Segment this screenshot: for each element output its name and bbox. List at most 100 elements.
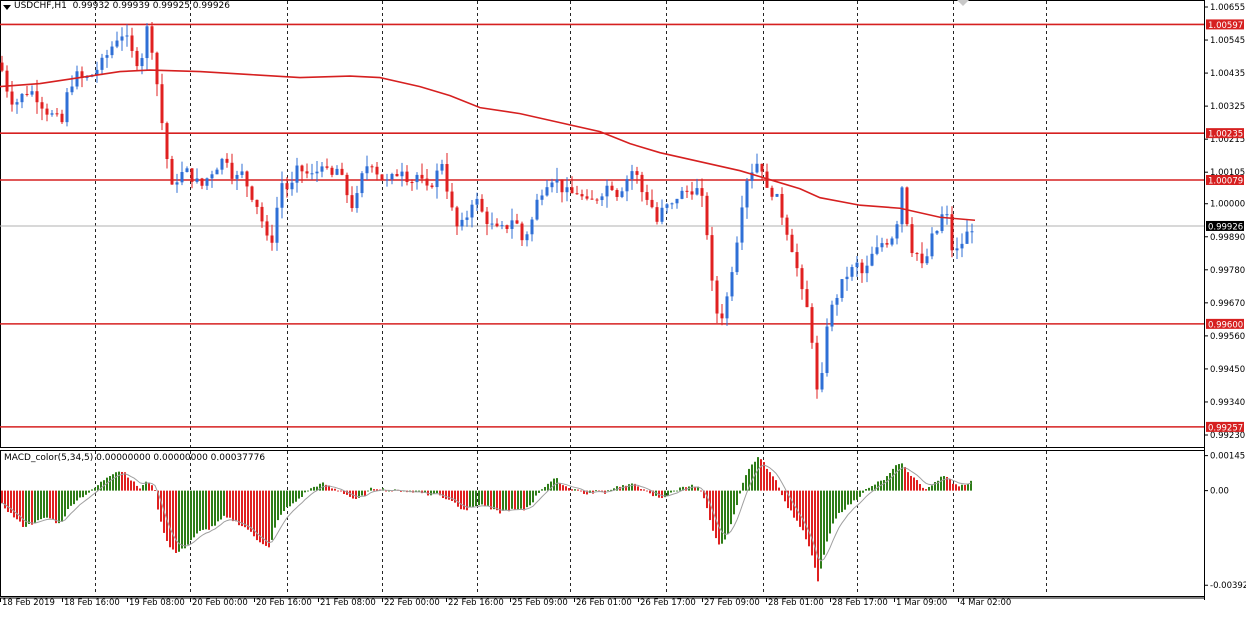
macd-bar-up — [970, 480, 972, 491]
macd-bar-down — [700, 490, 702, 492]
macd-bar-up — [874, 484, 876, 491]
macd-bar-up — [28, 490, 30, 524]
candle-bull — [965, 231, 969, 244]
macd-bar-down — [772, 476, 774, 491]
candle-bull — [725, 296, 729, 319]
candle-bear — [595, 199, 599, 201]
macd-bar-up — [613, 488, 615, 491]
macd-bar-down — [4, 490, 6, 509]
candle-bear — [420, 174, 424, 179]
candle-bull — [945, 214, 949, 216]
macd-bar-down — [256, 490, 258, 541]
macd-bar-up — [844, 490, 846, 510]
macd-bar-up — [70, 490, 72, 506]
macd-bar-up — [742, 482, 744, 491]
macd-bar-up — [901, 463, 903, 491]
candle-bear — [60, 113, 64, 123]
candle-bull — [935, 230, 939, 234]
macd-bar-up — [205, 490, 207, 530]
macd-bar-down — [226, 490, 228, 518]
candle-bull — [925, 256, 929, 264]
candle-bear — [790, 234, 794, 253]
macd-bar-down — [16, 490, 18, 520]
candle-bear — [615, 190, 619, 197]
macd-bar-up — [223, 490, 225, 516]
macd-bar-down — [577, 489, 579, 491]
macd-bar-down — [646, 490, 648, 492]
candle-bear — [165, 123, 169, 160]
macd-bar-down — [445, 490, 447, 500]
candle-bull — [365, 166, 369, 174]
macd-bar-up — [520, 490, 522, 509]
macd-bar-up — [841, 490, 843, 513]
macd-bar-up — [682, 486, 684, 491]
macd-bar-down — [562, 485, 564, 491]
macd-bar-up — [883, 480, 885, 491]
macd-bar-down — [139, 488, 141, 491]
macd-bar-down — [232, 490, 234, 522]
macd-bar-up — [550, 481, 552, 491]
moving-average-line — [0, 69, 976, 222]
candle-bull — [180, 172, 184, 183]
chart-menu-arrow-icon[interactable] — [3, 5, 11, 10]
candle-bull — [895, 224, 899, 239]
macd-bar-up — [73, 490, 75, 505]
candle-bear — [10, 91, 14, 105]
macd-bar-up — [865, 489, 867, 491]
macd-bar-up — [754, 461, 756, 491]
candle-bull — [540, 195, 544, 200]
candle-bull — [820, 373, 824, 390]
price-axis-label: 0.99450 — [1210, 365, 1245, 375]
candle-bear — [55, 113, 59, 115]
macd-bar-up — [667, 490, 669, 496]
chart-shift-marker-icon[interactable] — [957, 0, 969, 6]
macd-bar-up — [679, 487, 681, 491]
candle-bear — [650, 199, 654, 208]
candle-bear — [305, 171, 309, 174]
candle-bear — [580, 194, 584, 197]
macd-bar-down — [364, 490, 366, 496]
macd-bar-down — [346, 490, 348, 495]
macd-bar-up — [307, 490, 309, 492]
macd-bar-down — [265, 490, 267, 546]
macd-bar-up — [832, 490, 834, 524]
macd-bar-up — [481, 490, 483, 505]
macd-bar-up — [877, 481, 879, 491]
macd-bar-up — [367, 490, 369, 492]
macd-bar-down — [448, 490, 450, 500]
candle-bull — [215, 169, 219, 175]
candle-bear — [720, 313, 724, 319]
macd-bar-down — [808, 490, 810, 547]
macd-bar-up — [616, 486, 618, 491]
time-axis-label: 27 Feb 09:00 — [704, 598, 760, 608]
macd-bar-up — [502, 490, 504, 511]
macd-bar-up — [556, 478, 558, 491]
candle-bear — [270, 235, 274, 243]
macd-bar-up — [724, 490, 726, 540]
candle-bear — [445, 164, 449, 192]
candle-bull — [835, 297, 839, 305]
macd-bar-down — [586, 490, 588, 495]
macd-bar-down — [784, 490, 786, 502]
candle-bull — [535, 199, 539, 220]
macd-bar-down — [355, 490, 357, 499]
level-price-label: 0.99600 — [1208, 320, 1243, 330]
candle-bull — [665, 204, 669, 208]
candle-bull — [175, 182, 179, 185]
macd-bar-down — [133, 481, 135, 491]
candle-bull — [185, 168, 189, 173]
macd-bar-down — [484, 490, 486, 507]
macd-bar-down — [964, 484, 966, 491]
macd-bar-down — [376, 489, 378, 491]
candle-bear — [715, 280, 719, 314]
candle-bear — [515, 220, 519, 224]
candle-bear — [225, 158, 229, 163]
candle-bear — [325, 166, 329, 168]
macd-bar-up — [301, 490, 303, 497]
macd-bar-up — [25, 490, 27, 527]
macd-bar-down — [946, 476, 948, 491]
candle-bear — [585, 196, 589, 199]
candle-bear — [815, 342, 819, 390]
